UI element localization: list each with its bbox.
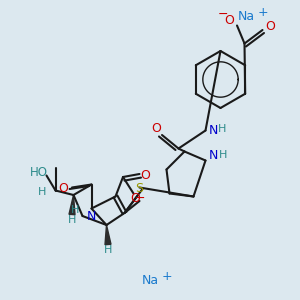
- Polygon shape: [69, 195, 75, 215]
- Text: O: O: [151, 122, 161, 136]
- Text: H: H: [71, 205, 79, 215]
- Text: O: O: [265, 20, 275, 34]
- Text: H: H: [218, 124, 226, 134]
- Text: O: O: [225, 14, 234, 28]
- Text: +: +: [162, 270, 173, 283]
- Text: O: O: [59, 182, 68, 196]
- Polygon shape: [105, 225, 111, 245]
- Text: +: +: [257, 6, 268, 19]
- Text: O: O: [141, 169, 150, 182]
- Text: Na: Na: [237, 10, 255, 23]
- Text: O: O: [131, 192, 140, 205]
- Text: −: −: [134, 192, 145, 205]
- Text: HO: HO: [30, 166, 48, 179]
- Text: H: H: [38, 187, 46, 197]
- Text: N: N: [208, 124, 218, 137]
- Text: N: N: [87, 209, 96, 223]
- Text: N: N: [209, 148, 219, 162]
- Text: H: H: [219, 150, 228, 160]
- Text: S: S: [136, 182, 143, 196]
- Text: −: −: [218, 8, 229, 21]
- Text: H: H: [68, 214, 76, 225]
- Text: H: H: [104, 244, 112, 255]
- Text: Na: Na: [141, 274, 159, 287]
